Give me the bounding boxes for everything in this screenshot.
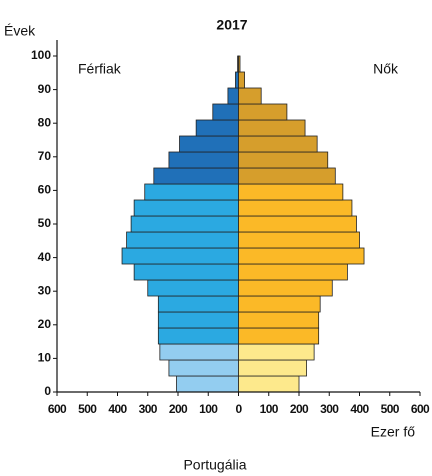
y-tick-label: 70 xyxy=(38,149,52,163)
y-tick-label: 90 xyxy=(38,82,52,96)
bar xyxy=(238,215,357,233)
bar xyxy=(168,151,239,169)
bar xyxy=(179,135,239,153)
bar xyxy=(130,215,239,233)
bar xyxy=(238,375,300,393)
x-tick-label: 600 xyxy=(411,402,430,416)
bar xyxy=(238,279,333,297)
y-tick-label: 40 xyxy=(38,250,52,264)
bar xyxy=(195,119,239,137)
bar xyxy=(235,71,239,89)
x-tick-label: 100 xyxy=(260,402,279,416)
bar xyxy=(238,295,321,313)
x-tick-label: 300 xyxy=(139,402,158,416)
caption: Portugália xyxy=(183,457,246,473)
bar xyxy=(157,327,239,345)
bar xyxy=(238,71,245,89)
y-tick-label: 20 xyxy=(38,317,52,331)
y-axis-label: Évek xyxy=(4,23,36,39)
bar xyxy=(133,199,239,217)
y-tick-label: 50 xyxy=(38,216,52,230)
bar xyxy=(153,167,239,185)
legend-female: Nők xyxy=(373,61,399,77)
x-tick-label: 0 xyxy=(235,402,242,416)
bar xyxy=(168,359,239,377)
x-tick-label: 600 xyxy=(48,402,67,416)
bar xyxy=(238,247,365,265)
bar xyxy=(121,247,239,265)
x-tick-label: 400 xyxy=(108,402,127,416)
bar xyxy=(157,295,239,313)
bar xyxy=(238,311,320,329)
bar xyxy=(147,279,239,297)
x-tick-label: 300 xyxy=(320,402,339,416)
bar xyxy=(212,103,239,121)
y-tick-label: 100 xyxy=(31,48,51,62)
bar xyxy=(238,183,344,201)
bar xyxy=(133,263,239,281)
bar xyxy=(238,263,348,281)
bar xyxy=(238,167,336,185)
bar xyxy=(238,359,307,377)
bar xyxy=(238,199,353,217)
bar xyxy=(238,327,320,345)
x-tick-label: 500 xyxy=(381,402,400,416)
y-tick-label: 60 xyxy=(38,183,52,197)
bar xyxy=(238,135,318,153)
bar xyxy=(157,311,239,329)
bar xyxy=(238,87,262,105)
bar xyxy=(159,343,239,361)
y-tick-label: 80 xyxy=(38,115,52,129)
bar xyxy=(238,55,241,73)
bar xyxy=(176,375,239,393)
bar xyxy=(238,151,329,169)
bar xyxy=(238,119,306,137)
x-tick-label: 200 xyxy=(290,402,309,416)
y-tick-label: 10 xyxy=(38,351,52,365)
legend-male: Férfiak xyxy=(78,61,122,77)
x-tick-label: 200 xyxy=(169,402,188,416)
x-tick-label: 100 xyxy=(199,402,218,416)
x-tick-label: 400 xyxy=(350,402,369,416)
x-tick-label: 500 xyxy=(78,402,97,416)
chart-title: 2017 xyxy=(216,17,247,33)
y-tick-label: 30 xyxy=(38,283,52,297)
bar xyxy=(238,343,315,361)
x-axis-label: Ezer fő xyxy=(371,424,416,440)
bar xyxy=(238,231,360,249)
y-tick-label: 0 xyxy=(44,384,51,398)
bar xyxy=(238,103,288,121)
bar xyxy=(227,87,239,105)
bar xyxy=(144,183,239,201)
bar xyxy=(126,231,239,249)
